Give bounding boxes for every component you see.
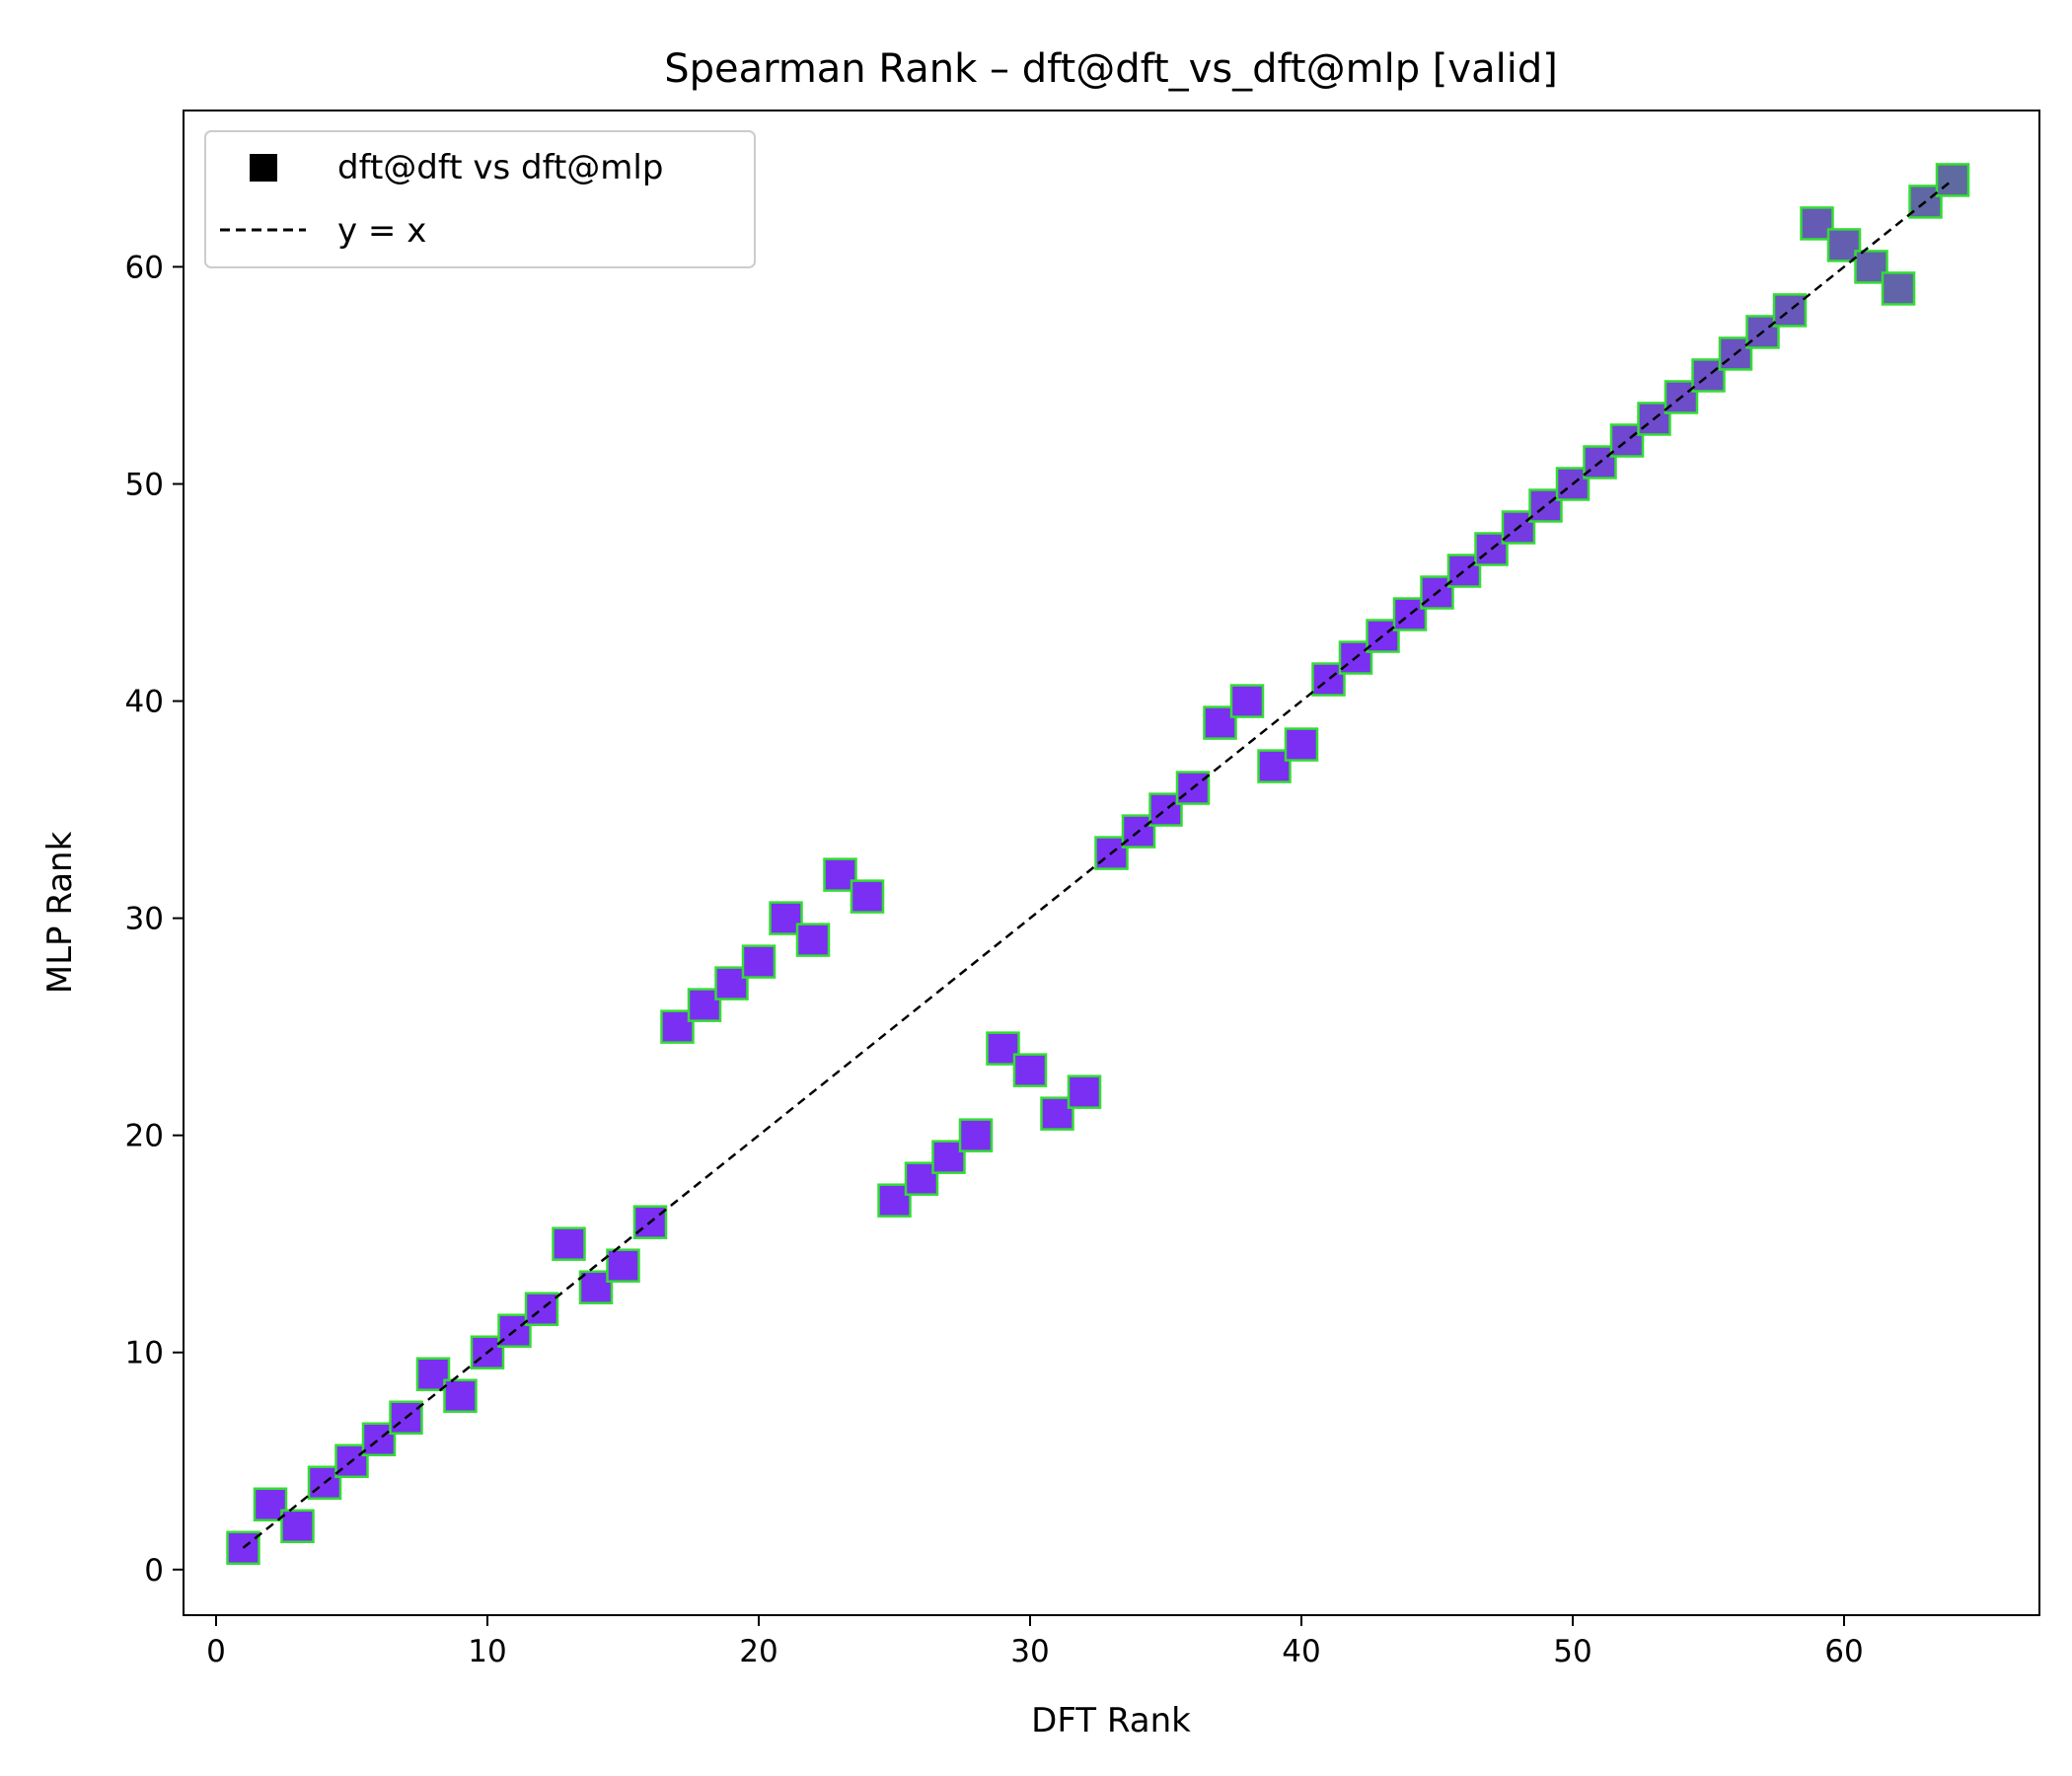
y-tick-label: 60 [125,250,164,285]
scatter-point [904,1161,939,1196]
legend-label-scatter: dft@dft vs dft@mlp [337,148,663,187]
y-axis-label: MLP Rank [40,831,80,994]
scatter-point [877,1183,912,1218]
legend-label-line: y = x [337,211,426,251]
scatter-point [606,1248,640,1283]
scatter-point [741,944,777,979]
legend-box [204,130,756,268]
scatter-point [1229,684,1265,718]
axes: 0 10 20 30 40 50 60 0 10 20 30 40 50 60 [125,110,2040,1669]
scatter-point [443,1378,478,1413]
scatter-point [1338,640,1373,675]
scatter-point [1935,163,1970,197]
x-tick-label: 60 [1824,1634,1863,1669]
scatter-point [795,923,831,957]
chart-title: Spearman Rank – dft@dft_vs_dft@mlp [vali… [664,46,1558,92]
y-tick-label: 50 [125,467,164,502]
scatter-point [1067,1074,1102,1109]
scatter-point [226,1530,260,1566]
scatter-point [1854,250,1888,284]
y-tick-label: 10 [125,1336,164,1371]
legend-square-marker [250,154,277,182]
scatter-point [1881,271,1916,306]
legend: dft@dft vs dft@mlp y = x [204,130,756,268]
x-tick-label: 40 [1282,1634,1320,1669]
scatter-point [1175,771,1211,805]
scatter-point [280,1509,315,1544]
x-tick-label: 30 [1010,1634,1049,1669]
scatter-point [958,1118,994,1152]
scatter-point [986,1031,1020,1066]
scatter-point [552,1226,586,1261]
y-tick-label: 40 [125,685,164,720]
scatter-point [1284,727,1319,762]
data-marks [226,163,1970,1566]
x-tick-label: 10 [468,1634,506,1669]
x-tick-label: 50 [1553,1634,1591,1669]
plot-frame [183,110,2040,1616]
scatter-point [850,879,885,914]
scatter-point [524,1292,559,1326]
x-axis-label: DFT Rank [1031,1701,1191,1740]
scatter-point [769,901,803,935]
scatter-point [1772,293,1808,328]
scatter-point [687,988,722,1022]
scatter-point [253,1487,288,1522]
y-tick-label: 30 [125,902,164,937]
y-tick-label: 20 [125,1119,164,1154]
y-tick-label: 0 [144,1553,164,1589]
x-tick-label: 20 [739,1634,777,1669]
x-tick-label: 0 [206,1634,226,1669]
scatter-point [1012,1053,1048,1087]
identity-line [242,179,1954,1549]
